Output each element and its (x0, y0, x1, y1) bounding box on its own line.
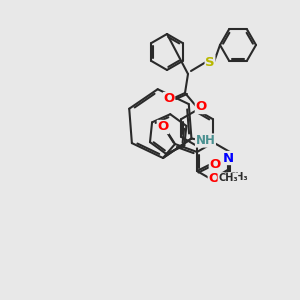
Text: NH: NH (196, 134, 215, 147)
Text: N: N (222, 152, 233, 164)
Text: O: O (209, 158, 220, 172)
Text: O: O (158, 121, 169, 134)
Text: N: N (213, 173, 224, 186)
Text: O: O (195, 100, 207, 113)
Text: S: S (205, 56, 215, 68)
Text: CH₃: CH₃ (218, 173, 238, 183)
Text: O: O (208, 172, 220, 184)
Text: CH₃: CH₃ (229, 172, 248, 182)
Text: O: O (164, 92, 175, 106)
